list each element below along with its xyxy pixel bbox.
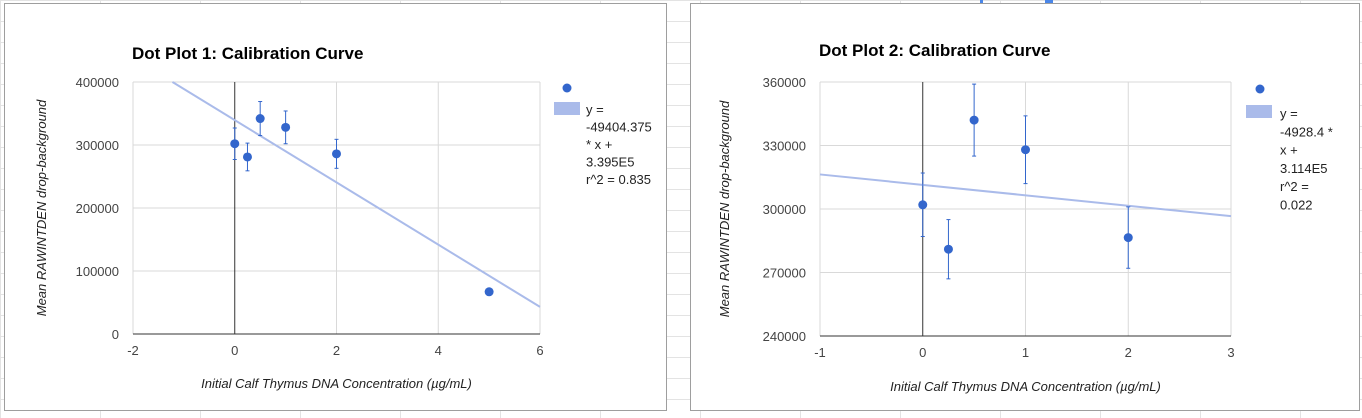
data-point-0 [230, 139, 240, 149]
data-point-2 [255, 114, 265, 124]
chart-title: Dot Plot 2: Calibration Curve [819, 41, 1050, 60]
data-point-0 [918, 200, 928, 210]
y-tick-label: 360000 [763, 75, 806, 90]
trend-line [171, 81, 541, 308]
x-tick-label: 3 [1227, 345, 1234, 360]
x-tick-label: 6 [536, 343, 543, 358]
legend-trend-text: r^2 = [1280, 179, 1309, 194]
x-tick-label: 2 [1125, 345, 1132, 360]
y-tick-label: 300000 [76, 138, 119, 153]
data-point-1 [242, 152, 252, 162]
selection-handle-left[interactable] [980, 0, 983, 3]
chart-title: Dot Plot 1: Calibration Curve [132, 44, 363, 63]
legend-point-marker [562, 83, 572, 93]
legend-trend-text: 3.114E5 [1280, 161, 1327, 176]
y-tick-label: 200000 [76, 201, 119, 216]
data-point-3 [281, 122, 291, 132]
data-point-3 [1021, 145, 1030, 155]
x-tick-label: 0 [919, 345, 926, 360]
legend-trend-text: -49404.375 [586, 120, 652, 135]
chart-2-svg: 240000 270000 300000 330000 360000 -1 0 1 2 3 Dot … [717, 41, 1333, 394]
legend-trend-text: * x + [586, 137, 612, 152]
y-axis-label: Mean RAWINTDEN drop-background [34, 99, 49, 316]
x-tick-label: -1 [814, 345, 826, 360]
legend-trend-text: -4928.4 * [1280, 124, 1333, 139]
x-axis-label: Initial Calf Thymus DNA Concentration (µ… [890, 379, 1161, 394]
legend-trend-text: y = [586, 102, 604, 117]
chart-panel-2[interactable]: 240000 270000 300000 330000 360000 -1 0 1 2 3 Dot … [690, 3, 1360, 411]
data-point-2 [969, 115, 979, 125]
y-tick-label: 100000 [76, 264, 119, 279]
legend-trend-swatch [1246, 105, 1272, 118]
legend-trend-text: 3.395E5 [586, 155, 634, 170]
selection-handle-right[interactable] [1045, 0, 1053, 3]
x-tick-label: -2 [127, 343, 139, 358]
y-axis-label: Mean RAWINTDEN drop-background [717, 100, 732, 317]
y-tick-label: 0 [112, 327, 119, 342]
trend-line [819, 173, 1232, 218]
data-point-4 [1123, 233, 1133, 243]
y-tick-label: 240000 [763, 329, 806, 344]
legend-trend-text: y = [1280, 106, 1298, 121]
x-tick-label: 2 [333, 343, 340, 358]
y-tick-label: 300000 [763, 202, 806, 217]
y-tick-label: 400000 [76, 75, 119, 90]
x-tick-label: 1 [1022, 345, 1029, 360]
chart-panel-1[interactable]: 0 100000 200000 300000 400000 -2 0 2 4 6 Dot Plot … [4, 3, 667, 411]
chart-1-svg: 0 100000 200000 300000 400000 -2 0 2 4 6 Dot Plot … [34, 44, 652, 391]
data-point-5 [484, 287, 494, 297]
x-tick-label: 0 [231, 343, 238, 358]
data-point-1 [943, 244, 953, 254]
x-axis-label: Initial Calf Thymus DNA Concentration (µ… [201, 376, 472, 391]
legend-trend-swatch [554, 102, 580, 115]
legend-trend-text: r^2 = 0.835 [586, 172, 651, 187]
y-tick-label: 330000 [763, 139, 806, 154]
legend-trend-text: 0.022 [1280, 198, 1313, 213]
legend-point-marker [1255, 84, 1265, 94]
legend-trend-text: x + [1280, 143, 1298, 158]
x-tick-label: 4 [435, 343, 442, 358]
y-tick-label: 270000 [763, 266, 806, 281]
data-point-4 [332, 149, 341, 159]
